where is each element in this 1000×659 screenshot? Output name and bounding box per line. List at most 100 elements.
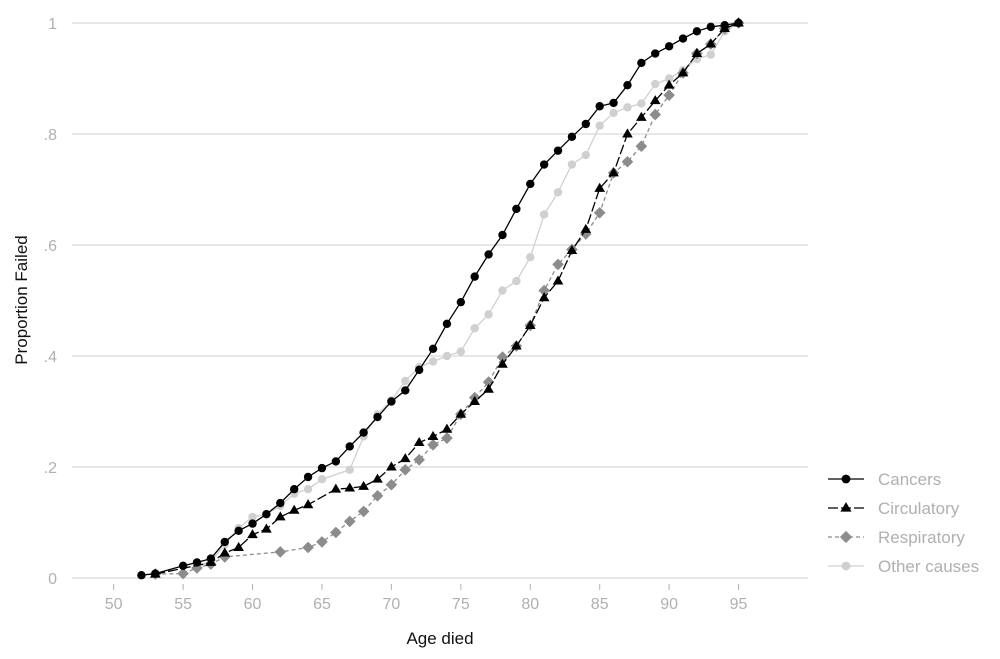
data-point [595,102,604,111]
data-point [358,480,369,490]
data-point [553,146,563,155]
data-point [234,526,243,536]
data-point [151,569,160,578]
data-point [581,119,591,129]
data-point [526,253,535,262]
series-line [155,22,739,575]
data-point [303,472,313,482]
data-point [401,386,410,395]
data-point [706,50,715,59]
data-point [552,275,564,285]
data-point [593,207,606,219]
data-point [580,223,592,233]
data-point [357,505,370,518]
x-tick-label: 90 [660,596,678,613]
data-point [664,42,674,51]
legend-label: Circulatory [878,499,960,518]
data-point [637,58,646,68]
data-point [470,272,479,281]
data-point [317,475,327,484]
data-point [399,463,412,476]
data-point [317,463,327,473]
data-point [373,412,382,422]
legend-label: Respiratory [878,528,965,547]
x-axis-label: Age died [406,629,473,648]
x-tick-label: 80 [521,596,539,613]
x-tick-label: 65 [313,596,331,613]
data-point [692,27,702,36]
x-tick-label: 85 [591,596,609,613]
data-point [456,347,466,356]
series-cancers [137,18,743,580]
data-point [401,376,410,386]
data-point [651,79,660,89]
data-point [663,79,675,89]
legend-item: Cancers [828,470,941,489]
data-point [427,430,439,440]
y-axis-ticks: 0 .2 .4 .6 .8 1 [44,16,57,588]
data-point [498,230,507,240]
series-line [155,22,739,575]
data-point [664,74,674,83]
plot-area [137,17,745,580]
data-point [247,529,258,539]
legend-label: Other causes [878,557,979,576]
data-point [511,340,522,350]
data-point [427,439,439,451]
data-point [539,160,549,169]
data-point [178,561,188,570]
data-point [220,537,229,547]
data-point [316,536,328,548]
data-point [637,99,646,108]
data-point [385,478,398,491]
data-point [456,297,466,307]
data-point [594,182,606,192]
data-point [441,432,453,444]
data-point [581,150,591,160]
y-tick-label: 0 [48,571,57,588]
data-point [276,498,285,508]
data-point [595,121,604,130]
data-point [331,457,341,466]
data-point [289,485,299,494]
data-point [262,509,271,519]
x-axis-ticks: 50 55 60 65 70 75 80 85 90 95 [105,584,748,613]
data-point [636,111,647,121]
data-point [371,490,384,502]
data-point [274,546,287,558]
data-point [622,128,633,138]
data-point [497,358,508,368]
series-circulatory [150,17,744,578]
data-point [623,103,632,112]
data-point [345,442,354,451]
x-tick-label: 75 [452,596,470,613]
x-tick-label: 60 [244,596,262,613]
data-point [386,461,397,471]
data-point [455,408,467,418]
data-point [192,558,202,567]
data-point [137,571,146,580]
data-point [706,22,715,32]
data-point [248,519,257,528]
legend-label: Cancers [878,470,941,489]
data-point [484,310,493,319]
series-other-causes [192,18,743,572]
data-point [387,397,396,406]
data-point [649,95,661,105]
data-point [428,357,438,366]
data-point [691,47,703,57]
x-tick-label: 70 [382,596,400,613]
data-point [372,473,383,483]
x-tick-label: 95 [730,596,748,613]
data-point [651,49,660,58]
series-line [141,22,739,576]
data-point [330,483,342,493]
data-point [261,523,272,533]
data-point [538,292,550,302]
series-line [196,22,739,568]
data-point [734,18,743,28]
data-point [566,244,578,255]
y-tick-label: .8 [44,127,57,144]
data-point [526,179,535,189]
data-point [248,512,257,522]
